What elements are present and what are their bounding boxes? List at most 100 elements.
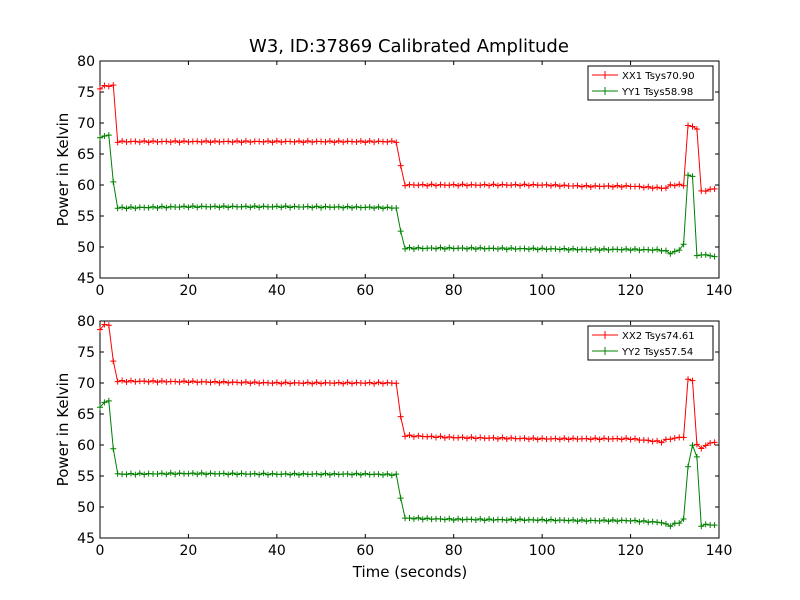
data-point-marker — [295, 137, 302, 144]
data-point-marker — [667, 436, 674, 443]
data-point-marker — [565, 517, 572, 524]
data-point-marker — [623, 182, 630, 189]
data-point-marker — [291, 470, 298, 477]
data-point-marker — [172, 471, 179, 478]
data-point-marker — [150, 137, 157, 144]
data-point-marker — [251, 202, 258, 209]
data-point-marker — [326, 137, 333, 144]
data-point-marker — [459, 434, 466, 441]
series-xx — [97, 321, 718, 452]
data-point-marker — [251, 470, 258, 477]
data-point-marker — [512, 246, 519, 253]
data-point-marker — [415, 432, 422, 439]
data-point-marker — [282, 203, 289, 210]
data-point-marker — [477, 182, 484, 189]
data-point-marker — [676, 520, 683, 527]
data-point-marker — [335, 203, 342, 210]
data-point-marker — [185, 139, 192, 146]
data-point-marker — [300, 204, 307, 211]
data-point-marker — [331, 139, 338, 146]
data-point-marker — [123, 471, 130, 478]
data-point-marker — [410, 433, 417, 440]
data-point-marker — [468, 516, 475, 523]
data-point-marker — [141, 137, 148, 144]
legend-label: YY1 Tsys58.98 — [621, 87, 693, 98]
data-point-marker — [450, 517, 457, 524]
data-point-marker — [110, 82, 117, 89]
data-point-marker — [304, 203, 311, 210]
data-point-marker — [583, 435, 590, 442]
data-point-marker — [614, 435, 621, 442]
data-point-marker — [468, 181, 475, 188]
data-point-marker — [322, 138, 329, 145]
data-point-marker — [702, 188, 709, 195]
data-point-marker — [371, 205, 378, 212]
data-point-marker — [384, 138, 391, 145]
data-point-marker — [490, 434, 497, 441]
data-point-marker — [539, 245, 546, 252]
data-point-marker — [207, 203, 214, 210]
data-point-marker — [114, 378, 121, 385]
data-point-marker — [561, 245, 568, 252]
data-point-marker — [176, 470, 183, 477]
data-point-marker — [601, 517, 608, 524]
data-point-marker — [97, 85, 103, 92]
data-point-marker — [618, 246, 625, 253]
data-point-marker — [353, 138, 360, 145]
data-point-marker — [424, 182, 431, 189]
data-point-marker — [216, 139, 223, 146]
data-point-marker — [463, 245, 470, 252]
data-point-marker — [570, 435, 577, 442]
legend-label: YY2 Tsys57.54 — [621, 347, 693, 358]
data-point-marker — [450, 181, 457, 188]
data-point-marker — [225, 471, 232, 478]
data-point-marker — [110, 178, 117, 185]
y-tick-label: 75 — [77, 345, 95, 361]
data-point-marker — [671, 182, 678, 189]
data-point-marker — [521, 435, 528, 442]
data-point-marker — [424, 515, 431, 522]
data-point-marker — [234, 137, 241, 144]
data-point-marker — [410, 515, 417, 522]
data-point-marker — [702, 251, 709, 258]
data-point-marker — [371, 380, 378, 387]
data-point-marker — [287, 138, 294, 145]
data-point-marker — [662, 520, 669, 527]
data-point-marker — [441, 434, 448, 441]
data-point-marker — [269, 470, 276, 477]
data-point-marker — [561, 435, 568, 442]
data-point-marker — [172, 378, 179, 385]
data-point-marker — [415, 244, 422, 251]
data-point-marker — [304, 379, 311, 386]
data-point-marker — [711, 522, 718, 529]
data-point-marker — [203, 378, 210, 385]
data-point-marker — [158, 203, 165, 210]
data-point-marker — [203, 137, 210, 144]
data-point-marker — [105, 83, 112, 90]
data-point-marker — [583, 518, 590, 525]
plot-area-frame — [99, 60, 720, 279]
data-point-marker — [406, 515, 413, 522]
series-xx — [97, 82, 718, 195]
data-point-marker — [521, 245, 528, 252]
data-point-marker — [601, 435, 608, 442]
data-point-marker — [375, 379, 382, 386]
data-point-marker — [229, 139, 236, 146]
data-point-marker — [340, 380, 347, 387]
data-point-marker — [349, 471, 356, 478]
data-point-marker — [136, 139, 143, 146]
data-point-marker — [110, 358, 117, 365]
data-point-marker — [406, 244, 413, 251]
data-point-marker — [198, 469, 205, 476]
data-point-marker — [384, 470, 391, 477]
data-point-marker — [627, 436, 634, 443]
data-point-marker — [353, 203, 360, 210]
data-point-marker — [437, 244, 444, 251]
data-point-marker — [570, 245, 577, 252]
data-point-marker — [216, 204, 223, 211]
data-point-marker — [525, 246, 532, 253]
data-point-marker — [344, 470, 351, 477]
data-point-marker — [463, 182, 470, 189]
x-tick-label: 20 — [180, 543, 198, 559]
data-point-marker — [433, 245, 440, 252]
